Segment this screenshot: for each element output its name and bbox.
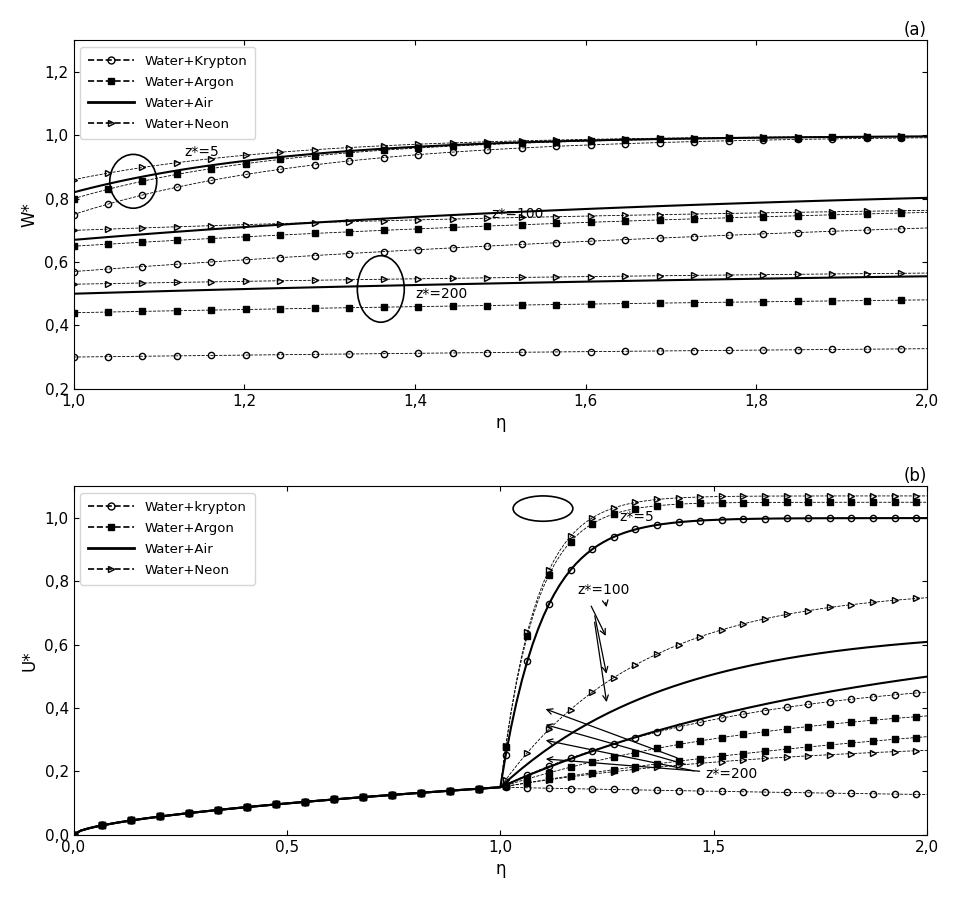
Text: z*=200: z*=200 [547,757,757,780]
X-axis label: η: η [495,414,506,432]
Text: z*=100: z*=100 [492,207,544,221]
Y-axis label: U*: U* [21,650,38,671]
Text: z*=5: z*=5 [620,511,655,524]
Legend: Water+Krypton, Water+Argon, Water+Air, Water+Neon: Water+Krypton, Water+Argon, Water+Air, W… [80,47,255,138]
Text: z*=5: z*=5 [184,145,219,159]
Text: (a): (a) [904,21,927,39]
Legend: Water+krypton, Water+Argon, Water+Air, Water+Neon: Water+krypton, Water+Argon, Water+Air, W… [80,493,254,584]
Text: z*=200: z*=200 [415,288,468,301]
X-axis label: η: η [495,860,506,878]
Text: z*=100: z*=100 [577,583,630,606]
Y-axis label: W*: W* [21,202,38,227]
Text: (b): (b) [903,467,927,485]
